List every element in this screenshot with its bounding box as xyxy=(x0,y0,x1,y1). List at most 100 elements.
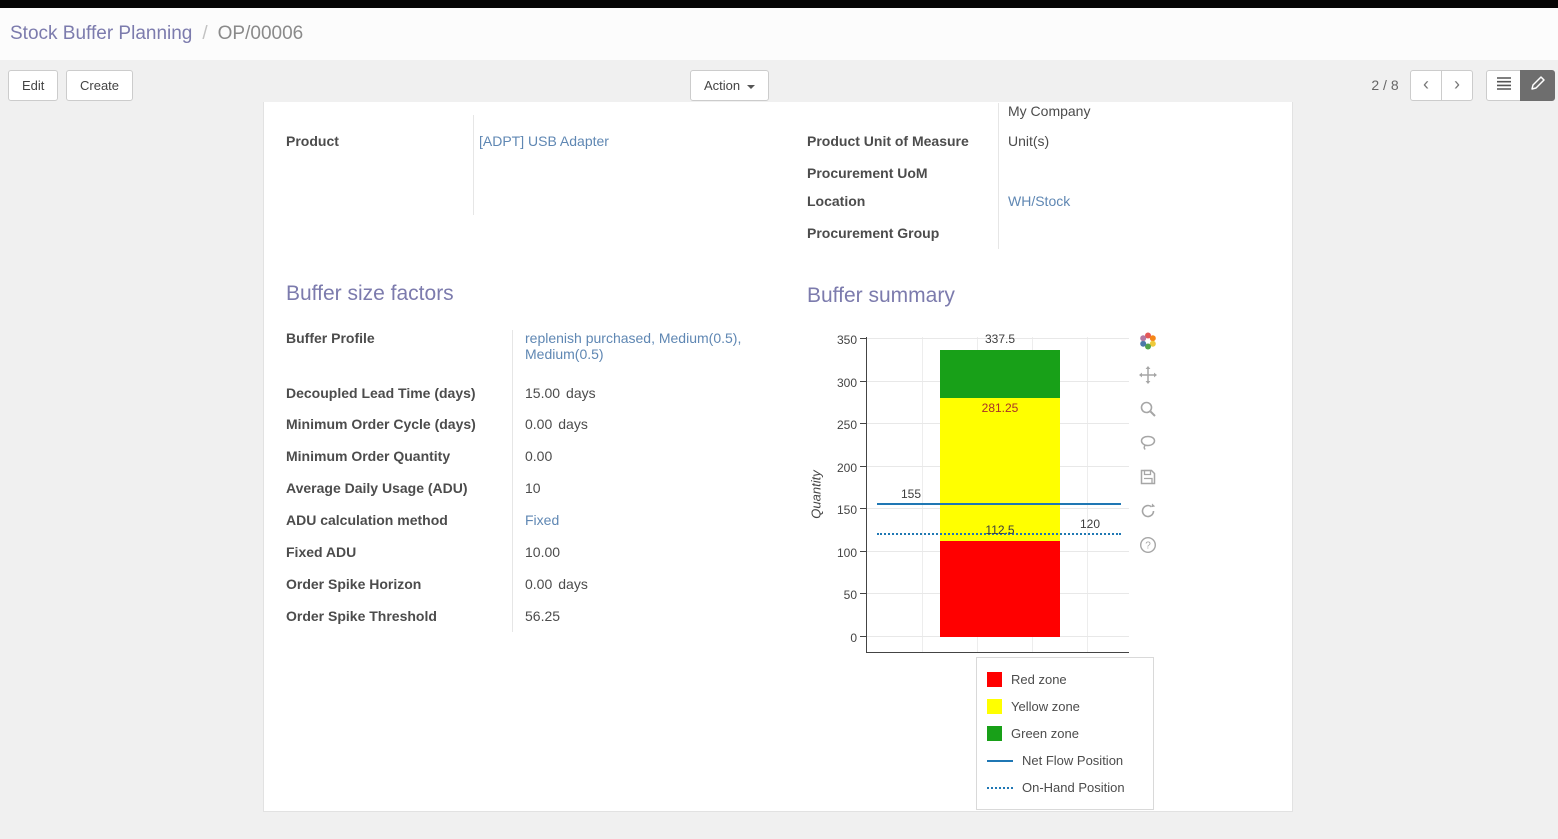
y-tick-label: 50 xyxy=(843,588,857,603)
net-flow-line-icon xyxy=(987,759,1013,762)
chart-annotation: 155 xyxy=(900,487,922,502)
net-flow-position-line xyxy=(877,503,1121,506)
form-view-icon xyxy=(1530,75,1546,96)
red-zone-bar xyxy=(940,541,1060,637)
field-row-spike-horizon: Order Spike Horizon 0.00 days xyxy=(286,576,786,592)
plotly-logo-icon[interactable] xyxy=(1138,331,1158,351)
adu-method-label: ADU calculation method xyxy=(286,512,448,528)
adu-value: 10 xyxy=(525,480,541,496)
chart-annotation: 120 xyxy=(1079,516,1101,531)
legend-label: Green zone xyxy=(1011,726,1079,741)
breadcrumb-separator: / xyxy=(202,23,208,44)
pager: ‹ › xyxy=(1410,70,1473,101)
on-hand-position-line xyxy=(877,532,1121,535)
top-menu-bar xyxy=(0,0,1558,8)
field-row-buffer-profile: Buffer Profile replenish purchased, Mediu… xyxy=(286,330,786,362)
field-row-fixed-adu: Fixed ADU 10.00 xyxy=(286,544,786,560)
legend-label: Net Flow Position xyxy=(1022,753,1124,768)
save-icon[interactable] xyxy=(1138,467,1158,487)
field-row-adu: Average Daily Usage (ADU) 10 xyxy=(286,480,786,496)
pager-counter: 2 / 8 xyxy=(1371,77,1399,93)
field-row-dlt: Decoupled Lead Time (days) 15.00 days xyxy=(286,385,786,401)
dlt-label: Decoupled Lead Time (days) xyxy=(286,385,476,401)
min-order-cycle-value: 0.00 xyxy=(525,416,553,432)
action-label: Action xyxy=(704,78,741,93)
y-tick-label: 0 xyxy=(850,631,857,645)
breadcrumb-current: OP/00006 xyxy=(217,23,304,44)
breadcrumb-parent-link[interactable]: Stock Buffer Planning xyxy=(10,23,193,44)
product-uom-label: Product Unit of Measure xyxy=(807,133,969,149)
legend-label: On-Hand Position xyxy=(1022,780,1125,795)
field-row-min-order-cycle: Minimum Order Cycle (days) 0.00 days xyxy=(286,416,786,432)
legend-item-yellow-zone[interactable]: Yellow zone xyxy=(987,693,1143,720)
help-icon[interactable]: ? xyxy=(1138,535,1158,555)
chart-modebar: ? xyxy=(1134,331,1162,555)
red-zone-swatch-icon xyxy=(987,672,1002,687)
adu-method-link[interactable]: Fixed xyxy=(525,512,560,528)
field-row-product: Product [ADPT] USB Adapter xyxy=(286,133,756,149)
product-link[interactable]: [ADPT] USB Adapter xyxy=(479,133,609,149)
legend-label: Red zone xyxy=(1011,672,1067,687)
location-label: Location xyxy=(807,193,866,209)
buffer-profile-link[interactable]: replenish purchased, Medium(0.5), Medium… xyxy=(525,330,742,362)
breadcrumb: Stock Buffer Planning / OP/00006 xyxy=(0,8,1558,60)
legend-item-green-zone[interactable]: Green zone xyxy=(987,720,1143,747)
buffer-summary-title: Buffer summary xyxy=(807,284,955,307)
y-tick-label: 150 xyxy=(836,503,857,518)
group-divider xyxy=(998,103,999,249)
spike-threshold-value: 56.25 xyxy=(525,608,561,624)
chevron-left-icon: ‹ xyxy=(1423,74,1429,94)
chart-annotation: 281.25 xyxy=(981,400,1019,415)
dlt-value: 15.00 xyxy=(525,385,561,401)
legend-item-red-zone[interactable]: Red zone xyxy=(987,666,1143,693)
form-sheet: Product [ADPT] USB Adapter My Company Pro… xyxy=(263,102,1293,812)
autoscale-icon[interactable] xyxy=(1138,501,1158,521)
min-order-cycle-suffix: days xyxy=(558,416,588,432)
buffer-summary-chart: Quantity 0 50 100 150 200 250 300 350 337.5 281.2… xyxy=(804,327,1274,810)
min-order-cycle-label: Minimum Order Cycle (days) xyxy=(286,416,476,432)
group-divider xyxy=(512,330,513,632)
legend-item-on-hand[interactable]: On-Hand Position xyxy=(987,774,1143,801)
edit-button[interactable]: Edit xyxy=(8,70,59,101)
group-divider xyxy=(473,115,474,215)
field-row-company: My Company xyxy=(807,103,1277,119)
lasso-icon[interactable] xyxy=(1138,433,1158,453)
green-zone-swatch-icon xyxy=(987,726,1002,741)
list-view-button[interactable] xyxy=(1486,70,1521,101)
field-row-product-uom: Product Unit of Measure Unit(s) xyxy=(807,133,1277,149)
location-link[interactable]: WH/Stock xyxy=(1008,193,1071,209)
form-view-button[interactable] xyxy=(1520,70,1555,101)
y-tick-label: 200 xyxy=(836,460,857,475)
buffer-chart-plot[interactable]: 0 50 100 150 200 250 300 350 337.5 281.25 155 112.5… xyxy=(837,332,1129,653)
create-button[interactable]: Create xyxy=(66,70,134,101)
fixed-adu-label: Fixed ADU xyxy=(286,544,357,560)
chart-legend: Red zone Yellow zone Green zone Net Flow… xyxy=(976,657,1154,810)
y-tick-label: 100 xyxy=(836,545,857,560)
pager-previous-button[interactable]: ‹ xyxy=(1410,70,1442,101)
on-hand-line-icon xyxy=(987,786,1013,789)
chart-annotation: 112.5 xyxy=(985,523,1015,538)
adu-label: Average Daily Usage (ADU) xyxy=(286,480,468,496)
buffer-profile-label: Buffer Profile xyxy=(286,330,375,346)
caret-down-icon xyxy=(747,84,756,89)
zoom-icon[interactable] xyxy=(1138,399,1158,419)
view-switcher xyxy=(1486,70,1555,101)
legend-item-net-flow[interactable]: Net Flow Position xyxy=(987,747,1143,774)
product-uom-value: Unit(s) xyxy=(1008,133,1050,149)
pager-next-button[interactable]: › xyxy=(1441,70,1473,101)
procurement-uom-label: Procurement UoM xyxy=(807,165,928,181)
spike-horizon-suffix: days xyxy=(558,576,588,592)
field-row-location: Location WH/Stock xyxy=(807,193,1277,209)
chart-annotation: 337.5 xyxy=(984,331,1016,346)
action-dropdown-button[interactable]: Action xyxy=(690,70,770,101)
min-order-qty-label: Minimum Order Quantity xyxy=(286,448,451,464)
chevron-right-icon: › xyxy=(1454,74,1460,94)
y-tick-label: 250 xyxy=(836,418,857,433)
y-tick-label: 350 xyxy=(836,333,857,347)
field-row-procurement-uom: Procurement UoM xyxy=(807,165,1277,181)
yellow-zone-bar xyxy=(940,397,1060,542)
pan-icon[interactable] xyxy=(1138,365,1158,385)
field-row-spike-threshold: Order Spike Threshold 56.25 xyxy=(286,608,786,624)
spike-threshold-label: Order Spike Threshold xyxy=(286,608,437,624)
